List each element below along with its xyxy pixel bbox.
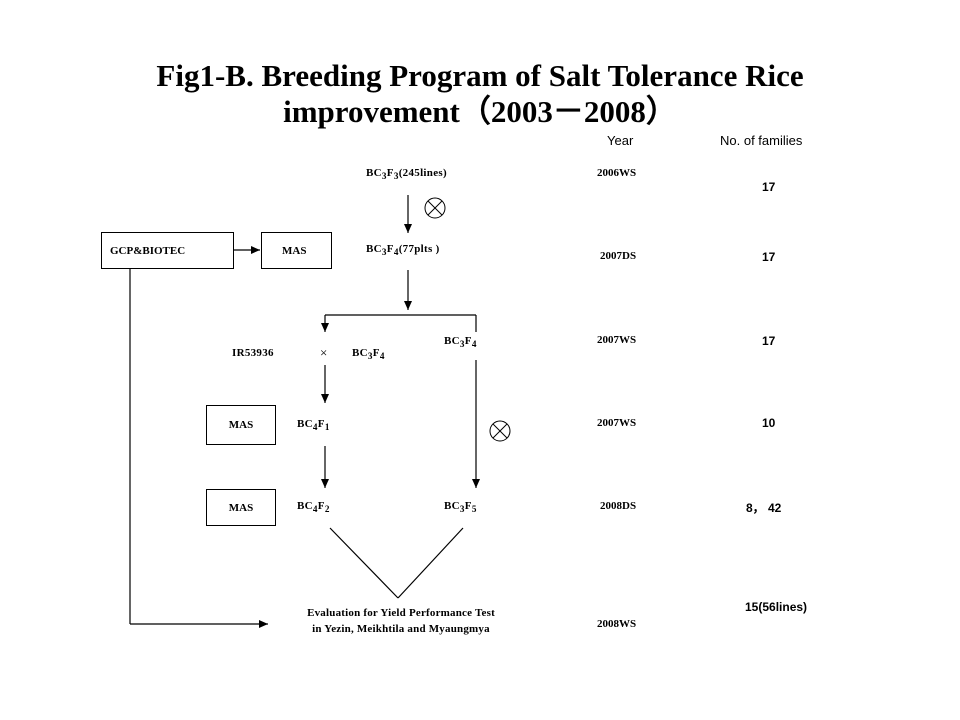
year-2008ws: 2008WS [597,618,637,630]
families-row-2: 17 [762,250,776,264]
figure-title-line2: improvement（2003－2008） [283,94,677,129]
evaluation-label: Evaluation for Yield Performance Test in… [270,605,532,637]
families-row-1: 17 [762,180,776,194]
evaluation-line2: in Yezin, Meikhtila and Myaungmya [312,623,490,635]
node-ir53936: IR53936 [232,347,274,359]
year-2008ds: 2008DS [600,500,637,512]
families-row-4: 10 [762,416,776,430]
mas-label-f2: MAS [228,501,254,514]
self-pollination-icon-1 [424,197,446,219]
families-row-6: 15(56lines) [745,600,808,614]
node-bc3f5: BC3F5 [444,500,477,515]
mas-label-top: MAS [282,244,307,257]
families-row-5: 8， 42 [746,501,782,515]
self-pollination-icon-2 [489,420,511,442]
figure-title-line1: Fig1-B. Breeding Program of Salt Toleran… [156,58,804,93]
mas-label-f1: MAS [228,419,254,431]
year-2007ws-a: 2007WS [597,334,637,346]
cross-symbol: × [320,345,328,360]
node-bc3f4-cross: BC3F4 [352,347,385,362]
node-bc4f2: BC4F2 [297,500,330,515]
node-bc3f4-selfed: BC3F4 [444,335,477,350]
families-row-3: 17 [762,334,776,348]
evaluation-line1: Evaluation for Yield Performance Test [307,607,495,619]
converge-left-line [329,527,399,599]
node-bc3f4-77plts: BC3F4(77plts ) [366,243,440,258]
converge-right-line [397,527,464,599]
year-header: Year [607,133,634,148]
year-2007ws-b: 2007WS [597,417,637,429]
mas-box-f1: MAS [206,405,276,445]
mas-box-f2: MAS [206,489,276,526]
mas-box-top: MAS [261,232,332,269]
node-bc3f3: BC3F3(245lines) [366,167,447,182]
node-bc4f1: BC4F1 [297,418,330,433]
gcp-biotec-box: GCP&BIOTEC [101,232,234,269]
year-2007ds: 2007DS [600,250,637,262]
gcp-biotec-label: GCP&BIOTEC [110,244,186,257]
year-2006ws: 2006WS [597,167,637,179]
families-header: No. of families [720,133,803,148]
